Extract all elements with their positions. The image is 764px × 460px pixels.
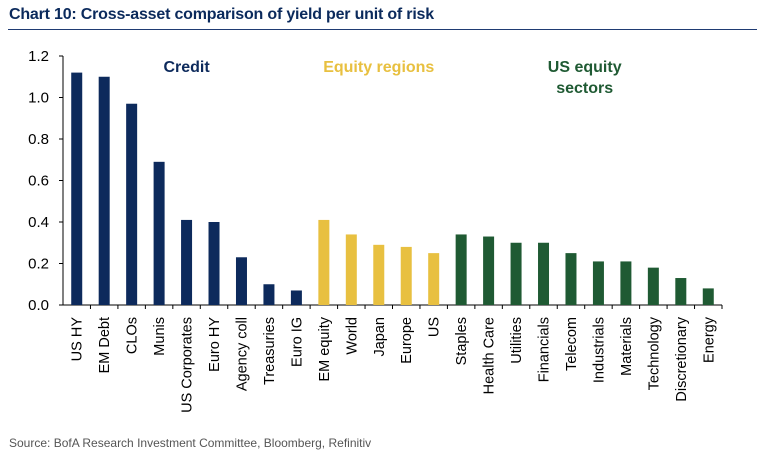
bar — [373, 244, 385, 305]
bars — [71, 72, 714, 305]
bar — [345, 234, 357, 305]
x-tick-label: Utilities — [509, 317, 525, 364]
bar — [538, 242, 550, 305]
bar-chart: 0.0 0.2 0.4 0.6 0.8 1.0 1.2 US HY EM Debt CLOs Mu… — [28, 48, 723, 413]
source-note: Source: BofA Research Investment Committ… — [9, 436, 372, 450]
y-tick-label: 0.4 — [28, 214, 49, 231]
bar — [428, 253, 440, 305]
x-tick-label: Health Care — [482, 317, 498, 394]
bar — [208, 222, 220, 305]
group-label: Equity regions — [323, 59, 434, 76]
group-labels: Credit Equity regions US equity sectors — [163, 59, 621, 97]
x-tick-label: Industrials — [591, 317, 607, 383]
x-tick-label: Energy — [701, 316, 717, 363]
x-tick-label: CLOs — [125, 317, 141, 354]
x-tick-label: Europe — [399, 317, 415, 364]
bar — [510, 242, 522, 305]
y-tick-label: 0.2 — [28, 256, 49, 273]
x-tick-label: Euro HY — [207, 317, 223, 372]
bar — [592, 261, 604, 305]
y-tick-label: 1.2 — [28, 48, 49, 65]
x-tick-label: Discretionary — [674, 316, 690, 401]
x-tick-label: Treasuries — [262, 317, 278, 385]
title-divider — [8, 29, 757, 30]
x-tick-label: US HY — [70, 317, 86, 362]
bar — [126, 103, 138, 305]
y-tick-label: 0.8 — [28, 131, 49, 148]
x-tick-label: Financials — [537, 317, 553, 382]
group-label: US equity sectors — [548, 59, 622, 97]
bar — [702, 288, 714, 305]
chart-title: Chart 10: Cross-asset comparison of yiel… — [9, 6, 434, 23]
bar — [263, 284, 275, 305]
x-tick-label: EM Debt — [97, 317, 113, 373]
bar — [455, 234, 467, 305]
y-tick-label: 1.0 — [28, 90, 49, 107]
x-tick-label: World — [344, 317, 360, 355]
bar — [318, 219, 330, 305]
x-tick-label: Euro IG — [289, 317, 305, 367]
y-tick-label: 0.0 — [28, 297, 49, 314]
x-tick-label: US Corporates — [180, 317, 196, 413]
bar — [620, 261, 632, 305]
y-tick-label: 0.6 — [28, 173, 49, 190]
bar — [290, 290, 302, 305]
bar — [565, 253, 577, 305]
x-tick-label: Materials — [619, 317, 635, 376]
bar — [675, 278, 687, 305]
bar — [181, 219, 193, 305]
x-axis-labels: US HY EM Debt CLOs Munis US Corporates Euro H… — [70, 305, 723, 413]
group-label: Credit — [163, 59, 210, 76]
x-tick-label: Munis — [152, 317, 168, 356]
x-tick-label: Staples — [454, 317, 470, 365]
bar — [153, 161, 165, 305]
bar — [483, 236, 495, 305]
x-tick-label: Agency coll — [234, 317, 250, 391]
x-tick-label: EM equity — [317, 316, 333, 381]
bar — [647, 267, 659, 305]
x-tick-label: Japan — [372, 317, 388, 357]
bar — [235, 257, 247, 305]
bar — [98, 76, 110, 305]
bar — [71, 72, 83, 305]
bar — [400, 246, 412, 305]
x-tick-label: US — [427, 317, 443, 337]
x-tick-label: Telecom — [564, 317, 580, 371]
x-tick-label: Technology — [646, 316, 662, 390]
